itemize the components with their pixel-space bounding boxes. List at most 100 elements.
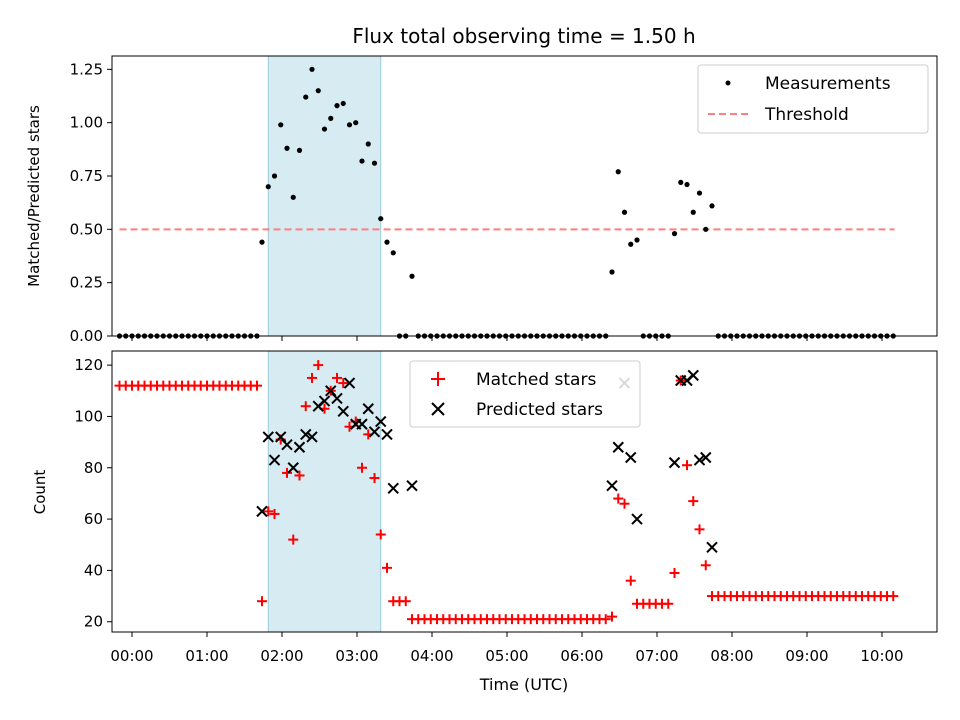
measurement-point: [259, 239, 265, 245]
count-panel: 20 40 60 80 100 120 00:00 01:00 02:00 03:00 04:00…: [31, 350, 938, 694]
y-tick-label: 0.25: [70, 274, 103, 292]
predicted-star-point: [406, 480, 418, 492]
predicted-star-point: [668, 456, 681, 469]
ratio-observing-window: [267, 55, 382, 337]
predicted-star-point: [362, 403, 374, 415]
count-plot-frame: [111, 350, 938, 633]
predicted-star-point: [262, 431, 274, 443]
x-tick-label: 05:00: [485, 647, 528, 665]
measurement-point: [303, 94, 309, 100]
x-tick-label: 06:00: [560, 647, 603, 665]
predicted-star-point: [275, 431, 287, 443]
measurement-point: [296, 147, 303, 153]
x-axis-label: Time (UTC): [479, 675, 568, 694]
predicted-star-point: [287, 462, 299, 474]
y-tick-label: 20: [84, 613, 103, 631]
matched-star-point: [313, 360, 324, 371]
x-tick-label: 10:00: [860, 647, 903, 665]
measurement-point: [278, 122, 284, 128]
predicted-star-point: [356, 418, 368, 430]
ratio-legend-box: [697, 64, 929, 134]
matched-star-point: [288, 534, 299, 545]
predicted-star-point: [306, 431, 318, 443]
measurement-point: [321, 126, 328, 132]
measurement-point: [271, 173, 278, 179]
y-tick-label: 100: [74, 407, 103, 425]
y-tick-label: 0.00: [70, 327, 103, 345]
x-tick-label: 08:00: [710, 647, 753, 665]
predicted-star-point: [381, 428, 393, 441]
measurement-point: [315, 88, 321, 94]
predicted-star-point: [343, 377, 356, 389]
measurement-point: [334, 103, 340, 109]
matched-star-point: [688, 496, 699, 507]
predicted-star-point: [318, 395, 331, 407]
ratio-y-axis-label: Matched/Predicted stars: [25, 105, 43, 287]
matched-star-point: [369, 473, 380, 484]
measurement-point: [328, 115, 334, 121]
matched-star-point: [613, 493, 624, 504]
measurement-point: [365, 141, 371, 147]
matched-star-point: [619, 498, 630, 509]
legend-predicted-label: Predicted stars: [476, 400, 603, 420]
y-tick-label: 0.50: [70, 220, 103, 238]
matched-star-point: [332, 372, 342, 383]
measurement-point: [628, 241, 634, 247]
matched-star-point: [600, 614, 611, 625]
predicted-star-point: [606, 480, 618, 492]
legend-predicted-marker: [431, 402, 445, 416]
measurement-point: [615, 169, 621, 175]
x-tick-label: 04:00: [410, 647, 453, 665]
measurement-point: [621, 209, 628, 215]
matched-star-point: [263, 506, 274, 517]
measurement-point: [696, 190, 703, 196]
predicted-star-point: [300, 428, 312, 441]
matched-star-point: [625, 575, 636, 586]
measurement-point: [690, 209, 696, 215]
matched-star-point: [669, 567, 680, 578]
matched-star-point: [357, 462, 367, 473]
matched-star-point: [700, 560, 711, 571]
count-legend: Matched stars Predicted stars: [409, 360, 641, 428]
matched-star-point: [663, 598, 674, 609]
measurement-point: [340, 100, 346, 107]
chart-title: Flux total observing time = 1.50 h: [352, 24, 695, 48]
predicted-star-point: [612, 441, 624, 453]
matched-star-point: [338, 378, 349, 389]
measurement-point: [371, 160, 378, 166]
measurement-point: [378, 216, 384, 222]
matched-star-point: [375, 529, 386, 540]
predicted-star-point: [293, 441, 306, 453]
measurement-point: [634, 237, 640, 243]
predicted-star-point: [368, 426, 381, 438]
predicted-star-point: [693, 454, 706, 466]
legend-threshold-label: Threshold: [764, 105, 849, 125]
matched-star-point: [682, 460, 692, 471]
y-tick-label: 80: [84, 459, 103, 477]
predicted-star-point: [631, 513, 643, 525]
matched-star-point: [300, 401, 311, 412]
measurement-point: [309, 66, 315, 72]
predicted-star-point: [625, 451, 637, 464]
measurement-point: [284, 145, 290, 151]
measurement-point: [290, 194, 296, 200]
x-tick-label: 02:00: [260, 647, 303, 665]
predicted-star-point: [268, 454, 281, 466]
predicted-star-point: [706, 541, 718, 554]
matched-star-point: [400, 596, 411, 607]
measurement-point: [684, 181, 690, 188]
measurement-point: [390, 250, 396, 256]
ratio-panel: Flux total observing time = 1.50 h 0.00 0…: [25, 24, 938, 345]
legend-matched-marker: [431, 372, 445, 386]
y-tick-label: 60: [84, 510, 103, 528]
predicted-star-point: [281, 438, 293, 451]
matched-star-point: [269, 508, 280, 519]
matched-star-point: [888, 591, 899, 602]
measurement-point: [346, 122, 353, 128]
measurement-point: [671, 231, 678, 237]
predicted-star-point: [387, 482, 399, 494]
legend-measurements-label: Measurements: [765, 74, 891, 94]
matched-star-point: [382, 562, 392, 573]
predicted-star-point: [256, 505, 268, 518]
